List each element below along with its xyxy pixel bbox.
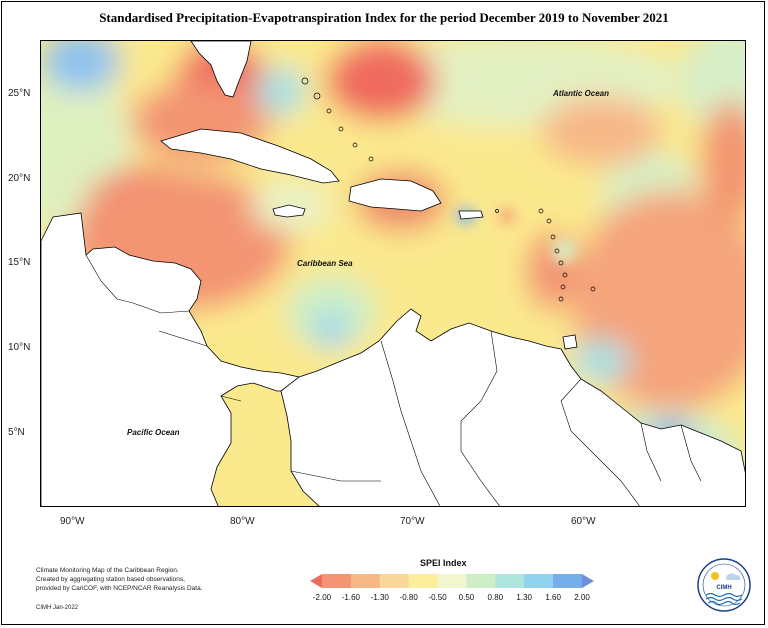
credit-line: provided by CariCOF, with NCEP/NCAR Rean… — [36, 585, 203, 592]
legend-label: -1.30 — [370, 593, 389, 602]
legend-segments — [322, 574, 583, 588]
legend-label: -0.80 — [399, 593, 418, 602]
legend-labels: -2.00 -1.60 -1.30 -0.80 -0.50 0.50 0.80 1.30 1.6… — [313, 593, 590, 605]
ocean-label-pacific: Pacific Ocean — [127, 428, 180, 437]
land-masses — [41, 212, 745, 506]
trinidad-land — [562, 334, 578, 350]
legend-swatch — [379, 574, 410, 588]
cuba-land — [160, 128, 340, 184]
legend-colorbar — [310, 574, 594, 588]
legend-label: 0.50 — [458, 593, 475, 602]
spei-map: Atlantic Ocean Caribbean Sea Pacific Oce… — [40, 40, 746, 507]
lon-tick-70: 70°W — [400, 516, 425, 527]
south-america-land — [280, 308, 745, 506]
hispaniola-land — [348, 178, 442, 212]
legend-label: 1.30 — [516, 593, 533, 602]
legend-low-arrow — [310, 574, 322, 588]
lesser-antilles — [301, 77, 596, 302]
lat-tick-15: 15°N — [8, 257, 31, 268]
central-america-land — [41, 212, 305, 506]
map-canvas — [41, 41, 745, 506]
legend-title: SPEI Index — [420, 558, 467, 568]
legend-swatch — [524, 574, 554, 588]
country-borders — [85, 254, 702, 506]
credits-signature: CIMH Jan-2022 — [36, 605, 79, 611]
lon-tick-90: 90°W — [60, 516, 85, 527]
legend-high-arrow — [582, 574, 594, 588]
cimh-logo: CIMH — [697, 558, 751, 612]
credits-block: Climate Monitoring Map of the Caribbean … — [36, 566, 203, 593]
legend-label: 2.00 — [574, 593, 590, 602]
ocean-label-atlantic: Atlantic Ocean — [553, 89, 610, 98]
lat-tick-25: 25°N — [8, 88, 31, 99]
lat-tick-20: 20°N — [8, 173, 31, 184]
credit-line: Climate Monitoring Map of the Caribbean … — [36, 567, 179, 574]
legend-label: 1.60 — [545, 593, 561, 602]
florida-land — [190, 41, 252, 98]
lat-tick-10: 10°N — [8, 342, 31, 353]
legend-label: -2.00 — [312, 593, 332, 602]
lon-tick-80: 80°W — [230, 516, 255, 527]
map-title: Standardised Precipitation-Evapotranspir… — [99, 10, 669, 25]
legend-swatch — [553, 574, 583, 588]
islands — [160, 41, 578, 350]
lon-tick-60: 60°W — [571, 516, 596, 527]
legend-swatch — [322, 574, 352, 588]
legend-swatch — [408, 574, 439, 588]
ocean-label-caribbean: Caribbean Sea — [297, 259, 353, 268]
legend-label: -0.50 — [428, 593, 447, 602]
logo-text: CIMH — [716, 585, 731, 591]
legend-label: -1.60 — [341, 593, 360, 602]
legend-swatch — [466, 574, 496, 588]
puerto-rico-land — [458, 210, 484, 220]
legend-label: 0.80 — [487, 593, 504, 602]
credit-line: Created by aggregating station based obs… — [36, 576, 185, 583]
lat-tick-5: 5°N — [8, 427, 25, 438]
jamaica-land — [272, 204, 306, 218]
legend-swatch — [495, 574, 525, 588]
legend-swatch — [437, 574, 467, 588]
legend-swatch — [350, 574, 381, 588]
